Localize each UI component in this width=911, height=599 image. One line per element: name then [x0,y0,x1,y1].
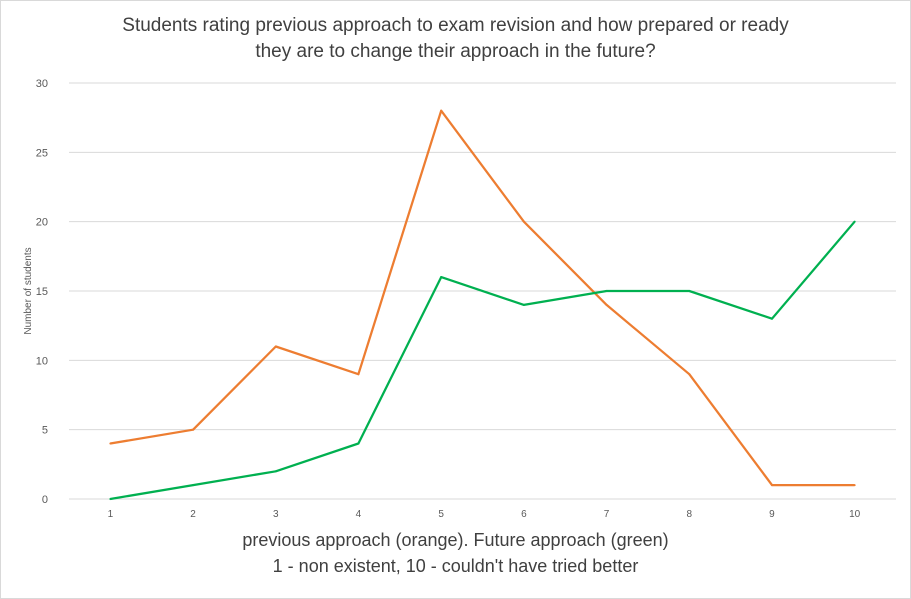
series-2-point [192,484,195,487]
series-line-2 [110,220,856,501]
series-line-1 [110,109,855,487]
series-1-point [109,442,112,445]
series-2-point [688,290,691,292]
x-tick-label: 1 [108,509,114,520]
x-tick-label: 8 [686,509,692,520]
y-tick-label: 20 [36,217,48,229]
series-2-point [605,290,608,292]
y-tick-label: 15 [36,286,48,298]
y-tick-label: 0 [42,494,48,506]
series-2-point [522,303,525,306]
x-tick-label: 6 [521,509,527,520]
series-1-point [770,484,773,487]
y-axis-label: Number of students [23,247,34,334]
x-tick-label: 5 [438,509,444,520]
series-2-point [109,498,112,500]
series-1-point [192,428,195,431]
series-2-point [770,317,773,320]
series-1-point [357,373,360,376]
y-tick-label: 5 [42,425,48,437]
x-tick-label: 7 [604,509,610,520]
series-2-point [274,470,277,473]
x-tick-label: 9 [769,509,775,520]
x-axis-label-line-1: previous approach (orange). Future appro… [242,530,669,550]
x-tick-label: 3 [273,509,279,520]
series-1-point [853,484,856,487]
series-1-point [605,303,608,306]
x-tick-label: 10 [849,509,861,520]
series-2-point [357,442,360,445]
series-2-point [440,276,443,279]
x-tick-label: 4 [356,509,362,520]
chart-title-line-2: they are to change their approach in the… [255,41,656,62]
series-1-point [440,109,443,112]
y-tick-label: 25 [36,147,48,159]
series-1-point [522,220,525,223]
chart-title: Students rating previous approach to exa… [1,13,910,65]
x-tick-label: 2 [190,509,196,520]
y-tick-label: 10 [36,355,48,367]
x-axis-label-line-2: 1 - non existent, 10 - couldn't have tri… [272,556,639,576]
x-axis-label: previous approach (orange). Future appro… [1,527,910,579]
series-2-point [853,220,856,223]
y-tick-label: 30 [36,78,48,90]
series-1-point [274,345,277,348]
series-1-point [688,373,691,376]
chart-title-line-1: Students rating previous approach to exa… [122,15,789,36]
